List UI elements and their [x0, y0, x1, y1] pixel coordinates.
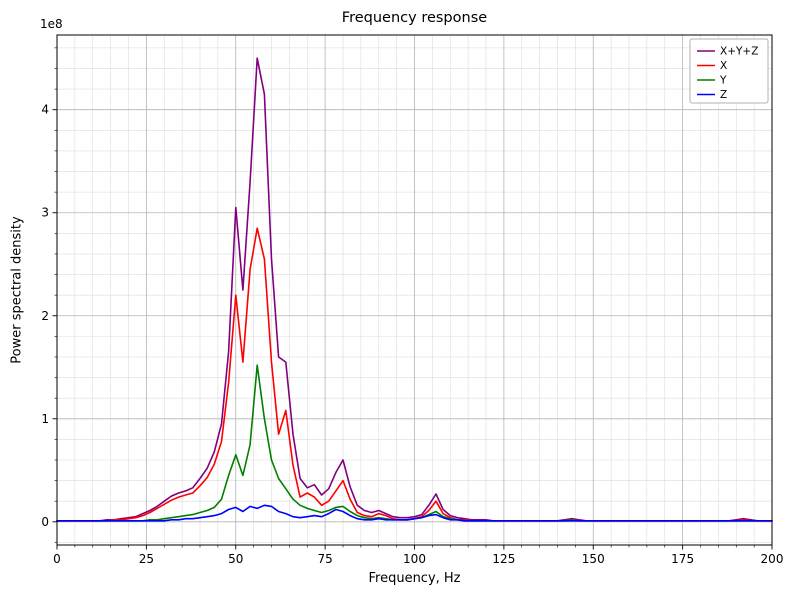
ticks [52, 47, 773, 550]
legend-label-X: X [720, 60, 727, 72]
x-tick-label: 200 [761, 552, 784, 566]
chart-title: Frequency response [341, 10, 488, 26]
series-lines [56, 57, 773, 522]
x-tick-label: 0 [53, 552, 61, 566]
x-tick-label: 150 [582, 552, 605, 566]
y-tick-label: 2 [41, 309, 49, 323]
legend-label-Y: Y [719, 75, 727, 87]
y-tick-label: 4 [41, 103, 49, 117]
legend-label-Z: Z [720, 89, 727, 101]
legend-box [689, 38, 769, 104]
legend-label-X+Y+Z: X+Y+Z [720, 46, 758, 58]
x-tick-label: 25 [139, 552, 154, 566]
x-tick-label: 100 [403, 552, 426, 566]
x-tick-label: 75 [317, 552, 332, 566]
y-axis-label: Power spectral density [9, 216, 25, 364]
series-line-Z [56, 504, 773, 522]
tick-labels: 0 25 50 75 100 125 150 175 200 0 1 2 3 4 [41, 103, 783, 566]
x-tick-label: 175 [671, 552, 694, 566]
legend: X+Y+Z XYZ [689, 38, 769, 104]
y-axis-offset-label: 1e8 [40, 17, 63, 31]
y-tick-label: 3 [41, 206, 49, 220]
y-tick-label: 0 [41, 515, 49, 529]
x-tick-label: 50 [228, 552, 243, 566]
x-axis-label: Frequency, Hz [368, 571, 461, 586]
y-tick-label: 1 [41, 412, 49, 426]
x-tick-label: 125 [492, 552, 515, 566]
